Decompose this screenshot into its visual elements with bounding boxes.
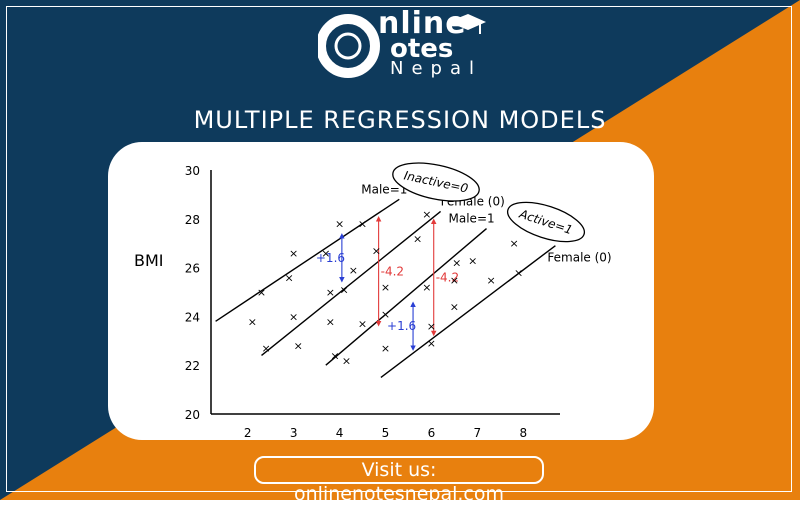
regression-line <box>325 228 487 366</box>
y-axis-label: BMI <box>134 251 164 270</box>
data-point: × <box>487 274 496 287</box>
data-point: × <box>257 286 266 299</box>
x-tick-label: 4 <box>336 426 344 440</box>
x-tick-label: 5 <box>382 426 390 440</box>
regression-line <box>380 245 556 378</box>
x-tick-label: 7 <box>474 426 482 440</box>
y-tick-label: 20 <box>185 408 200 422</box>
x-tick-label: 2 <box>244 426 252 440</box>
y-tick-label: 22 <box>185 359 200 373</box>
y-tick-label: 26 <box>185 262 200 276</box>
data-point: × <box>450 274 459 287</box>
data-point: × <box>261 342 270 355</box>
x-tick-label: 3 <box>290 426 298 440</box>
difference-label: +1.6 <box>387 319 416 333</box>
regression-line <box>261 210 442 356</box>
regression-line <box>215 198 400 322</box>
x-tick-label: 8 <box>519 426 527 440</box>
group-ellipse <box>506 201 586 243</box>
data-point: × <box>427 320 436 333</box>
data-point: × <box>326 286 335 299</box>
data-point: × <box>509 237 518 250</box>
difference-label: -4.2 <box>381 264 404 278</box>
data-point: × <box>381 308 390 321</box>
data-point: × <box>450 301 459 314</box>
data-point: × <box>422 208 431 221</box>
data-point: × <box>413 232 422 245</box>
data-point: × <box>358 318 367 331</box>
page-title: MULTIPLE REGRESSION MODELS <box>193 106 607 134</box>
data-point: × <box>330 349 339 362</box>
data-point: × <box>372 245 381 258</box>
group-ellipse <box>392 162 480 202</box>
data-point: × <box>427 337 436 350</box>
visit-website-link[interactable]: Visit us: onlinenotesnepal.com <box>254 456 544 505</box>
data-point: × <box>284 271 293 284</box>
difference-label: +1.6 <box>316 251 345 265</box>
data-point: × <box>468 254 477 267</box>
data-point: × <box>358 218 367 231</box>
line-label: Male=1 <box>361 182 407 196</box>
data-point: × <box>349 264 358 277</box>
logo-word-nepal: Nepal <box>390 58 482 79</box>
regression-chart: BMI 20 22 24 26 28 30 2 3 4 5 6 7 8 Male=1 Female (0)… <box>134 162 612 440</box>
data-point: × <box>289 310 298 323</box>
y-tick-label: 24 <box>185 310 200 324</box>
line-label: Female (0) <box>547 251 611 265</box>
data-point: × <box>422 281 431 294</box>
y-tick-label: 30 <box>185 164 200 178</box>
data-point: × <box>514 266 523 279</box>
line-label: Male=1 <box>449 212 495 226</box>
logo-word-notes: otes <box>390 34 454 64</box>
data-point: × <box>340 284 349 297</box>
logo-icon <box>318 14 486 78</box>
data-point: × <box>289 247 298 260</box>
y-tick-label: 28 <box>185 213 200 227</box>
data-point: × <box>381 281 390 294</box>
x-tick-label: 6 <box>428 426 436 440</box>
logo-word-online: nline <box>378 6 467 41</box>
data-point: × <box>294 340 303 353</box>
data-point: × <box>381 342 390 355</box>
data-point: × <box>248 315 257 328</box>
data-point: × <box>321 247 330 260</box>
difference-label: -4.2 <box>436 270 459 284</box>
page-frame <box>6 6 792 492</box>
data-point: × <box>326 315 335 328</box>
data-point: × <box>335 218 344 231</box>
data-point: × <box>342 354 351 367</box>
data-point: × <box>452 257 461 270</box>
